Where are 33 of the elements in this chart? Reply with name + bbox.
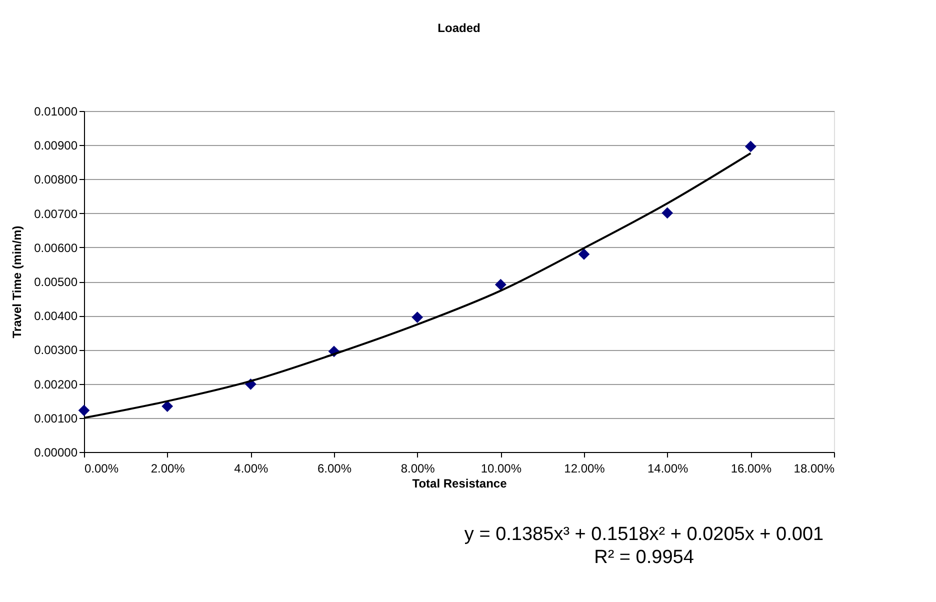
x-tick-label: 12.00% [564,462,606,476]
point [662,207,674,219]
x-tick-label: 18.00% [794,462,835,476]
x-tick-label: 14.00% [647,462,689,476]
y-tick-label: 0.00000 [34,446,78,460]
y-tick-label: 0.00600 [34,240,78,255]
text: R² = 0.9954 [594,547,694,568]
y-tick-label: 0.00400 [34,309,78,324]
x-tick-label: 6.00% [317,462,352,476]
x-tick-label: 10.00% [480,462,522,476]
x-tick-label: 0.00% [84,462,119,476]
point [412,312,424,324]
point [744,140,756,152]
y-tick-label: 0.00800 [34,172,78,187]
y-tick-label: 0.00700 [34,206,78,221]
x-axis-title: Total Resistance [412,476,508,490]
x-tick-label: 8.00% [400,462,436,476]
point [494,278,506,290]
y-axis-title: Travel Time (min/m) [10,226,24,338]
y-tick-label: 0.00900 [34,138,78,153]
text: y = 0.1385x³ + 0.1518x² + 0.0205x + 0.001 [464,524,824,545]
chart-title: Loaded [438,21,480,35]
y-tick-label: 0.01000 [34,104,78,118]
y-tick-label: 0.00500 [34,275,78,289]
y-tick-label: 0.00100 [34,411,78,426]
x-tick-label: 4.00% [234,462,269,476]
point [578,248,590,260]
y-tick-label: 0.00300 [34,343,78,358]
point [162,400,174,412]
y-tick-label: 0.00200 [34,377,78,392]
x-tick-label: 2.00% [150,462,186,476]
point [78,404,90,416]
x-tick-label: 16.00% [730,462,772,476]
